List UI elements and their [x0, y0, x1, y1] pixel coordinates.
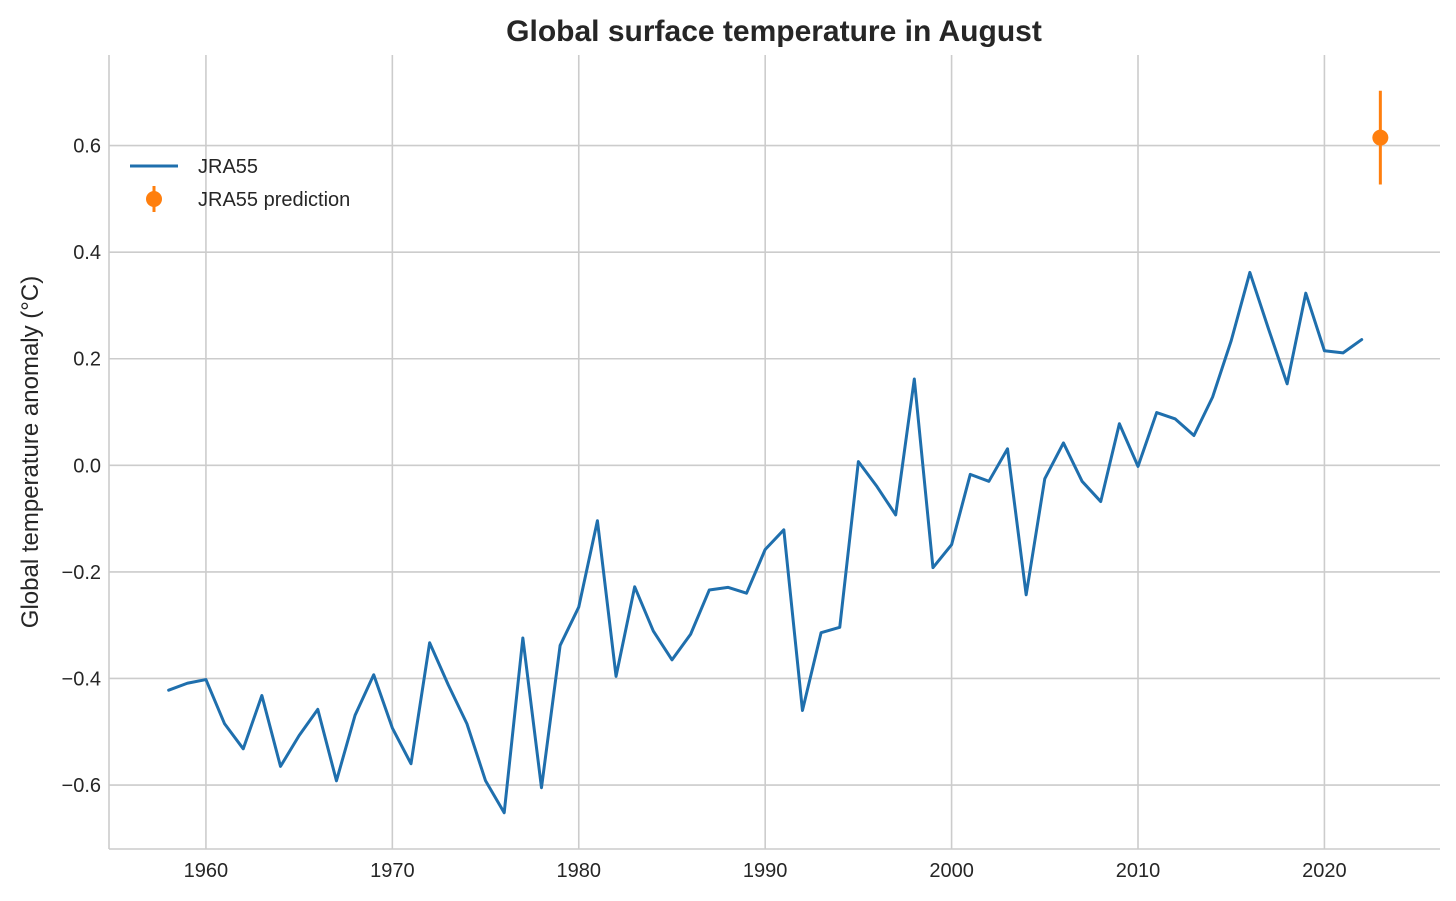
- chart-title: Global surface temperature in August: [506, 15, 1042, 48]
- y-axis-label: Global temperature anomaly (°C): [17, 276, 44, 628]
- prediction-point: [1372, 129, 1389, 146]
- x-tick-label-4: 2000: [929, 860, 974, 882]
- y-tick-label-5: 0.4: [73, 242, 101, 264]
- x-tick-label-6: 2020: [1302, 860, 1347, 882]
- axes-spines: [108, 55, 1440, 850]
- legend-handle-marker: [146, 191, 162, 207]
- y-tick-label-3: 0.0: [73, 455, 101, 477]
- y-tick-label-1: −0.4: [62, 668, 101, 690]
- x-tick-label-1: 1970: [370, 860, 415, 882]
- legend: JRA55 JRA55 prediction: [130, 156, 350, 212]
- y-tick-label-2: −0.2: [62, 562, 101, 584]
- x-tick-label-2: 1980: [557, 860, 602, 882]
- y-tick-labels: −0.6 −0.4 −0.2 0.0 0.2 0.4 0.6: [62, 136, 101, 797]
- y-tick-label-6: 0.6: [73, 136, 101, 158]
- x-tick-label-0: 1960: [184, 860, 229, 882]
- x-tick-label-5: 2010: [1116, 860, 1161, 882]
- series-line-jra55: [167, 270, 1364, 815]
- legend-label-1: JRA55 prediction: [198, 189, 350, 211]
- y-tick-label-4: 0.2: [73, 349, 101, 371]
- x-tick-label-3: 1990: [743, 860, 788, 882]
- legend-label-0: JRA55: [198, 156, 258, 178]
- y-tick-label-0: −0.6: [62, 775, 101, 797]
- series: [167, 90, 1389, 815]
- x-tick-labels: 1960 1970 1980 1990 2000 2010 2020: [184, 860, 1347, 882]
- grid: [109, 55, 1440, 849]
